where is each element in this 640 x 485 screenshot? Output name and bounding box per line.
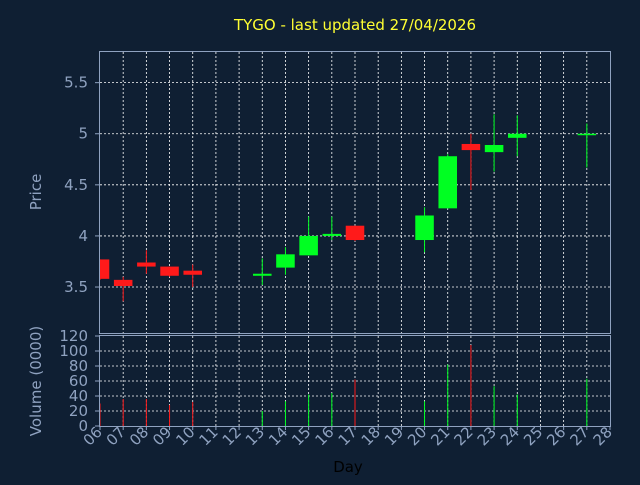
volume-tick-label: 60	[69, 372, 88, 390]
volume-tick-label: 40	[69, 387, 88, 405]
candle-body	[137, 262, 156, 267]
candle-body	[415, 215, 434, 241]
x-tick-label: 28	[590, 423, 616, 449]
candle-body	[276, 254, 295, 268]
price-tick-label: 5	[78, 125, 88, 143]
candle-body	[345, 225, 365, 241]
candle-body	[438, 156, 457, 209]
volume-tick-label: 20	[69, 402, 88, 420]
price-tick-label: 4.5	[64, 176, 88, 194]
price-panel-frame	[99, 51, 611, 334]
candle-body	[484, 144, 504, 153]
price-y-ticks: 3.5 4 4.5 5 5.5	[64, 74, 100, 296]
candles	[99, 114, 597, 302]
volume-tick-label: 80	[69, 357, 88, 375]
candle-body	[508, 133, 527, 138]
candle-body	[160, 266, 179, 276]
price-tick-label: 5.5	[64, 74, 88, 92]
volume-tick-label: 120	[59, 327, 88, 345]
price-axis-label: Price	[27, 174, 45, 211]
volume-panel-frame	[99, 335, 611, 427]
candle-body	[299, 235, 318, 256]
candle-body	[113, 279, 133, 286]
volume-bars	[99, 345, 588, 426]
price-grid	[100, 52, 610, 333]
candle-body	[100, 259, 110, 279]
candle-body	[183, 270, 202, 275]
candle-body	[253, 273, 272, 276]
price-tick-label: 4	[78, 227, 88, 245]
x-axis-label: Day	[333, 458, 363, 476]
price-tick-label: 3.5	[64, 278, 88, 296]
candle-body	[322, 233, 342, 236]
chart-title: TYGO - last updated 27/04/2026	[233, 16, 476, 34]
volume-tick-label: 0	[78, 417, 88, 435]
candle-body	[577, 133, 597, 136]
volume-axis-label: Volume (0000)	[27, 326, 45, 436]
candle-body	[461, 143, 481, 151]
volume-tick-label: 100	[59, 342, 88, 360]
x-axis-ticks: 0607080910111213141516171819202122232425…	[80, 423, 616, 449]
